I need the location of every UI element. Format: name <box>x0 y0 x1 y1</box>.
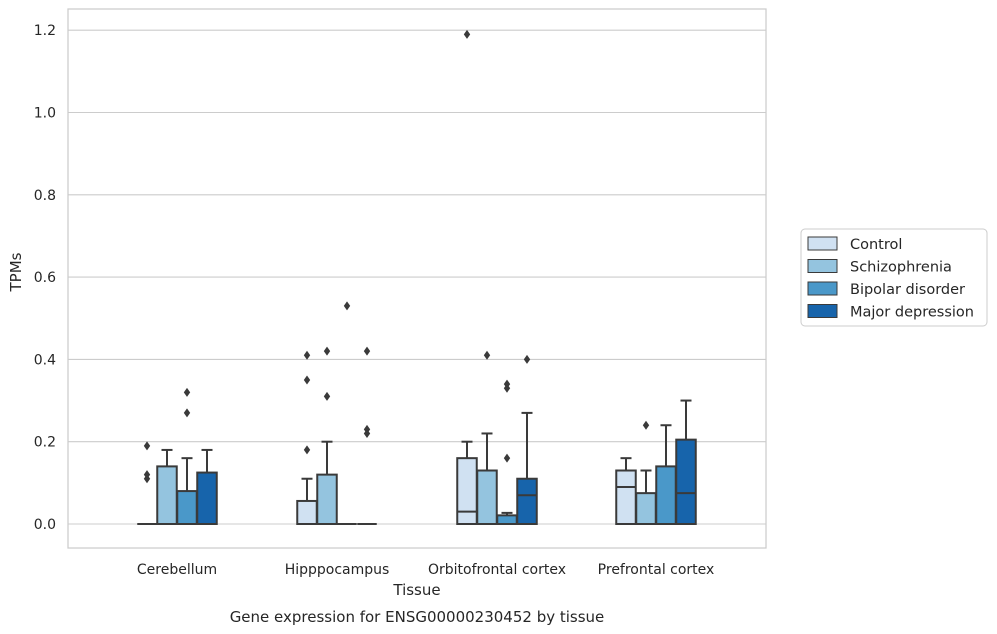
x-tick-label: Orbitofrontal cortex <box>428 562 566 578</box>
y-tick-label: 1.2 <box>34 23 56 39</box>
x-tick-label: Cerebellum <box>137 562 217 578</box>
box-rect <box>615 469 637 526</box>
outlier-point <box>323 391 331 401</box>
box-control <box>296 350 318 525</box>
x-tick-label: Prefrontal cortex <box>598 562 715 578</box>
x-tick-label: Hipppocampus <box>285 562 390 578</box>
box-schizophrenia <box>476 350 498 526</box>
box-rect <box>496 514 518 526</box>
legend-label: Schizophrenia <box>850 260 952 276</box>
figure-caption: Gene expression for ENSG00000230452 by t… <box>230 608 605 626</box>
box-rect <box>516 477 538 525</box>
y-tick-label: 0.8 <box>34 188 56 204</box>
grid-lines <box>68 29 766 525</box>
box-rect <box>675 438 697 525</box>
y-tick-label: 0.0 <box>34 517 56 533</box>
box-bipolar-disorder <box>655 424 677 526</box>
box-group <box>615 399 697 526</box>
outlier-point <box>183 408 191 418</box>
box-rect <box>476 469 498 526</box>
outlier-point <box>523 354 531 364</box>
box-rect <box>635 492 657 526</box>
outlier-point <box>143 441 151 451</box>
box-rect <box>296 499 318 525</box>
box-schizophrenia <box>156 448 178 526</box>
box-plot-series <box>137 29 697 526</box>
box-rect <box>456 457 478 525</box>
box-bipolar-disorder <box>176 387 198 525</box>
legend-swatch <box>807 281 838 296</box>
box-major-depression <box>196 448 218 525</box>
y-tick-label: 0.2 <box>34 435 56 451</box>
outlier-point <box>503 453 511 463</box>
plot-frame <box>67 8 767 549</box>
box-schizophrenia <box>316 346 338 525</box>
box-control <box>615 457 637 526</box>
box-major-depression <box>675 399 697 525</box>
legend: Control Schizophrenia Bipolar disorder Majo… <box>800 228 988 327</box>
outlier-point <box>303 350 311 360</box>
legend-swatch <box>807 236 838 251</box>
y-tick-label: 0.6 <box>34 270 56 286</box>
legend-label: Major depression <box>850 305 974 321</box>
box-rect <box>316 473 338 525</box>
outlier-point <box>303 445 311 455</box>
box-rect <box>196 471 218 525</box>
box-group <box>296 301 377 525</box>
outlier-point <box>343 301 351 311</box>
x-tick-labels: Cerebellum Hipppocampus Orbitofrontal cort… <box>137 562 714 578</box>
outlier-point <box>503 383 511 393</box>
box-group <box>456 29 538 526</box>
y-axis-label: TPMs <box>7 252 25 292</box>
box-schizophrenia <box>635 420 657 526</box>
box-bipolar-disorder <box>337 301 357 525</box>
box-major-depression <box>357 346 377 525</box>
outlier-point <box>303 375 311 385</box>
y-tick-label: 1.0 <box>34 106 56 122</box>
box-rect <box>655 465 677 526</box>
outlier-point <box>143 474 151 484</box>
box-group <box>137 387 218 526</box>
y-tick-label: 0.4 <box>34 352 56 368</box>
box-control <box>137 441 157 525</box>
outlier-point <box>323 346 331 356</box>
legend-frame <box>800 228 988 327</box>
y-tick-labels: 0.0 0.2 0.4 0.6 0.8 1.0 1.2 <box>34 23 56 533</box>
legend-label: Bipolar disorder <box>850 282 965 298</box>
legend-swatch <box>807 259 838 273</box>
outlier-point <box>183 387 191 397</box>
outlier-point <box>363 428 371 438</box>
box-rect <box>156 465 178 526</box>
outlier-point <box>363 346 371 356</box>
outlier-point <box>483 350 491 360</box>
box-bipolar-disorder <box>496 379 518 526</box>
legend-swatch <box>807 304 838 318</box>
x-axis-label: Tissue <box>392 581 440 599</box>
outlier-point <box>642 420 650 430</box>
box-rect <box>176 490 198 525</box>
outlier-point <box>463 29 471 39</box>
legend-label: Control <box>850 237 902 253</box>
box-major-depression <box>516 354 538 525</box>
